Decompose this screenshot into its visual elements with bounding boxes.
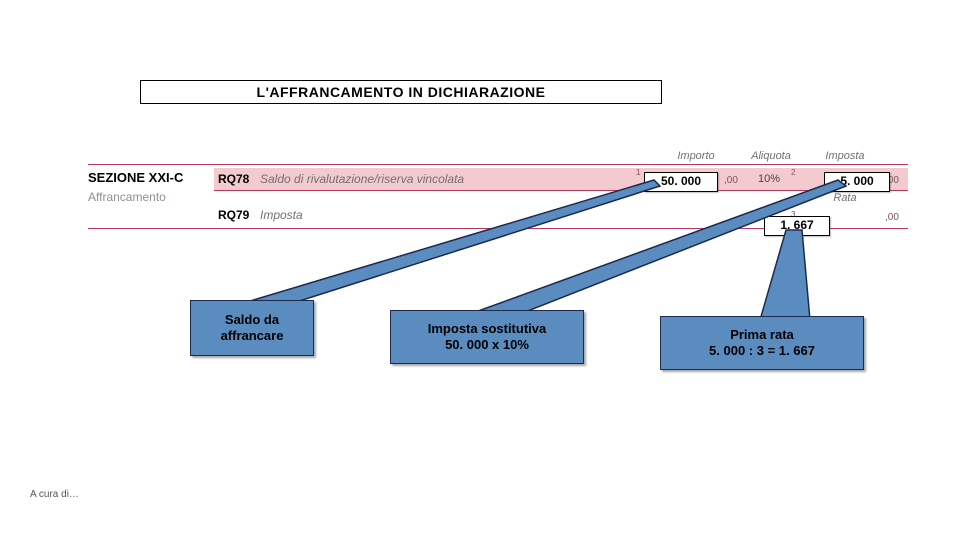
value-imposta: 5. 000 xyxy=(824,172,890,192)
footer-credit: A cura di… xyxy=(30,489,79,500)
col-imposta: Imposta xyxy=(820,150,870,162)
value-rata: 1. 667 xyxy=(764,216,830,236)
aliquota-value: 10% xyxy=(758,173,780,185)
rq78-desc: Saldo di rivalutazione/riserva vincolata xyxy=(260,172,464,186)
rq78-code: RQ78 xyxy=(218,172,249,186)
rule-top xyxy=(88,164,908,165)
callout-prima-rata: Prima rata 5. 000 : 3 = 1. 667 xyxy=(660,316,864,370)
rq79-desc: Imposta xyxy=(260,208,303,222)
sup-2: 2 xyxy=(791,168,795,177)
suffix-importo: ,00 xyxy=(724,175,738,186)
col-aliquota: Aliquota xyxy=(746,150,796,162)
callout-saldo: Saldo da affrancare xyxy=(190,300,314,356)
suffix-rata: ,00 xyxy=(885,212,899,223)
section-label: SEZIONE XXI-C xyxy=(88,170,183,185)
rq79-code: RQ79 xyxy=(218,208,249,222)
col-rata: Rata xyxy=(820,192,870,204)
value-importo: 50. 000 xyxy=(644,172,718,192)
rule-mid xyxy=(214,190,908,191)
section-sublabel: Affrancamento xyxy=(88,190,166,204)
page-title: L'AFFRANCAMENTO IN DICHIARAZIONE xyxy=(140,80,662,104)
col-importo: Importo xyxy=(666,150,726,162)
sup-1: 1 xyxy=(636,168,640,177)
callout-sostitutiva: Imposta sostitutiva 50. 000 x 10% xyxy=(390,310,584,364)
